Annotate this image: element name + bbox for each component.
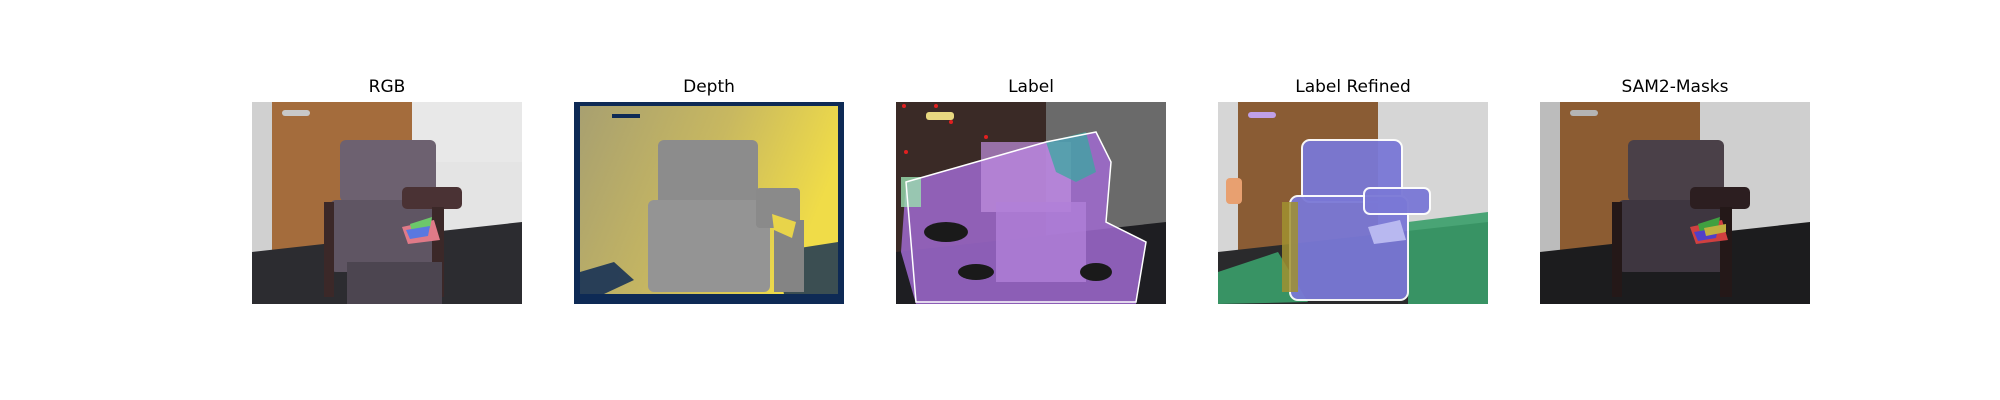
panel-title-sam2-masks: SAM2-Masks — [1621, 77, 1729, 97]
label-image — [896, 102, 1166, 304]
rgb-image — [252, 102, 522, 304]
panel-title-depth: Depth — [683, 77, 735, 97]
sam2-masks-image — [1540, 102, 1810, 304]
label-refined-image — [1218, 102, 1488, 304]
panel-title-label: Label — [1008, 77, 1054, 97]
panel-title-label-refined: Label Refined — [1295, 77, 1411, 97]
panel-title-rgb: RGB — [368, 77, 406, 97]
depth-image — [574, 102, 844, 304]
